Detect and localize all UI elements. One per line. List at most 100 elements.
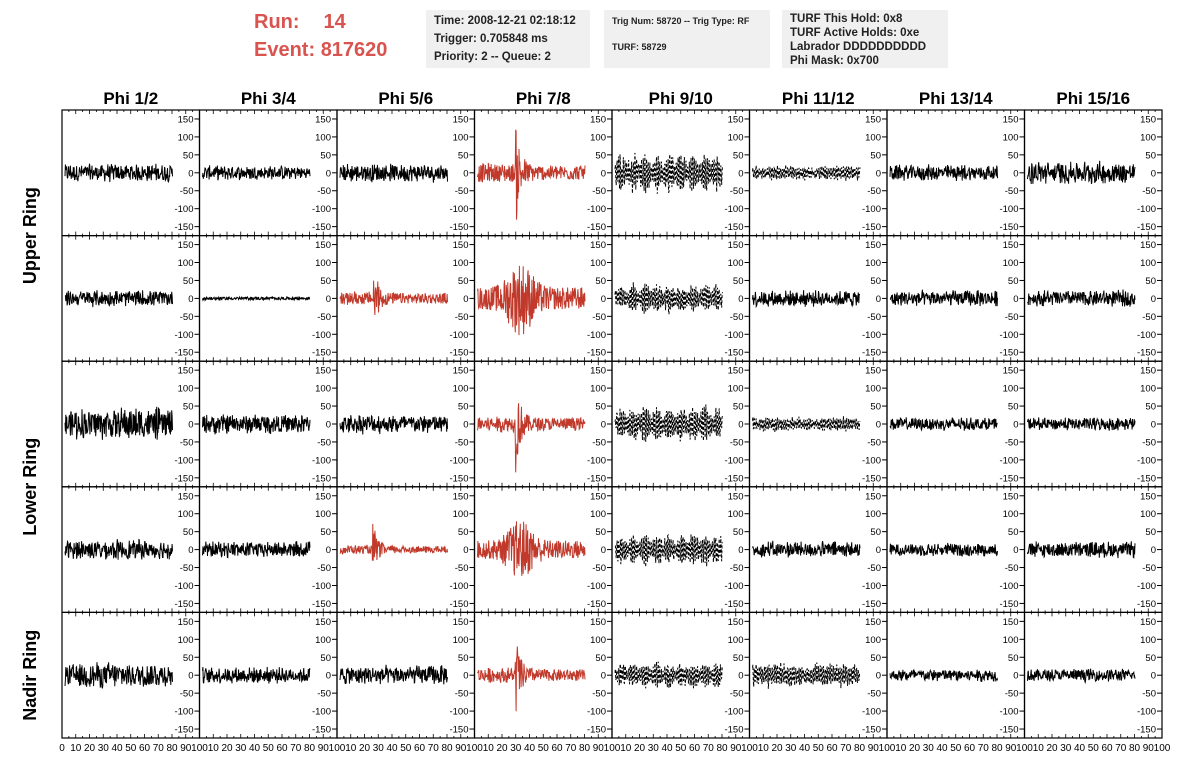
y-tick-label: 150: [865, 617, 881, 628]
waveform-panel: -150 -100 -50 0 50 100 150: [198, 109, 338, 237]
y-tick-label: -100: [449, 330, 468, 341]
y-tick-label: -50: [1142, 563, 1156, 574]
waveform-trace: [614, 533, 723, 568]
waveform-trace: [339, 280, 448, 316]
y-tick-label: 100: [178, 384, 194, 395]
y-tick-label: 50: [183, 527, 194, 538]
waveform-trace: [889, 542, 998, 557]
waveform-trace: [339, 414, 448, 435]
waveform-trace: [889, 417, 998, 432]
x-tick-label: 80: [166, 743, 178, 754]
y-tick-label: -50: [180, 689, 194, 700]
y-tick-label: 0: [738, 168, 743, 179]
waveform-trace: [752, 416, 861, 433]
y-tick-label: -100: [449, 455, 468, 466]
y-tick-label: 100: [178, 258, 194, 269]
y-tick-label: -50: [180, 186, 194, 197]
y-tick-label: -150: [724, 222, 743, 233]
x-tick-label: 10: [895, 743, 907, 754]
y-tick-label: 0: [1151, 168, 1156, 179]
y-tick-label: 0: [601, 420, 606, 431]
waveform-trace: [614, 404, 723, 442]
x-tick-label: 40: [799, 743, 811, 754]
y-tick-label: -100: [862, 707, 881, 718]
run-label: Run:: [254, 11, 300, 33]
y-tick-label: 100: [865, 258, 881, 269]
x-tick-label: 30: [235, 743, 247, 754]
waveform-panel: -150 -100 -50 0 50 100 150: [886, 235, 1026, 362]
y-tick-label: -100: [174, 330, 193, 341]
y-tick-label: 100: [453, 132, 469, 143]
waveform-panel: -150 -100 -50 0 50 100 150: [611, 611, 751, 739]
x-tick-label: 30: [510, 743, 522, 754]
y-tick-label: 150: [453, 240, 469, 251]
y-tick-label: -100: [174, 455, 193, 466]
y-tick-label: -150: [587, 725, 606, 736]
y-tick-label: 0: [876, 671, 881, 682]
y-tick-label: 50: [1008, 150, 1019, 161]
y-tick-label: 0: [601, 294, 606, 305]
y-tick-label: 50: [870, 276, 881, 287]
x-tick-label: 20: [771, 743, 783, 754]
y-tick-label: 150: [728, 491, 744, 502]
y-tick-label: -150: [724, 348, 743, 359]
column-header: Phi 5/6: [378, 89, 433, 108]
y-tick-label: 0: [1151, 294, 1156, 305]
y-tick-label: -50: [1005, 563, 1019, 574]
y-tick-label: -150: [174, 725, 193, 736]
turf-line: TURF: 58729: [612, 42, 667, 52]
row-label: Lower Ring: [20, 438, 40, 536]
y-tick-label: 50: [595, 653, 606, 664]
waveform-trace: [339, 523, 448, 561]
y-tick-label: -100: [312, 330, 331, 341]
y-tick-label: -50: [592, 689, 606, 700]
y-tick-label: -150: [862, 725, 881, 736]
waveform-trace: [752, 540, 861, 558]
y-tick-label: -100: [1137, 204, 1156, 215]
y-tick-label: -150: [587, 348, 606, 359]
waveform-trace: [477, 403, 586, 473]
y-tick-label: 50: [870, 402, 881, 413]
y-tick-label: 150: [590, 491, 606, 502]
y-tick-label: 0: [601, 671, 606, 682]
waveform-trace: [1027, 289, 1136, 307]
y-tick-label: 100: [1140, 132, 1156, 143]
y-tick-label: 0: [1013, 545, 1018, 556]
waveform-panel: -150 -100 -50 0 50 100 150: [473, 360, 613, 488]
y-tick-label: 150: [315, 114, 331, 125]
y-tick-label: 100: [590, 132, 606, 143]
waveform-panel: -150 -100 -50 0 50 100 150: [336, 109, 476, 237]
y-tick-label: -50: [455, 437, 469, 448]
waveform-panel: -150 -100 -50 0 50 100 150: [611, 109, 751, 237]
y-tick-label: 100: [453, 258, 469, 269]
waveform-trace: [889, 164, 998, 181]
y-tick-label: -50: [1142, 312, 1156, 323]
x-tick-label: 30: [98, 743, 110, 754]
y-tick-label: -150: [174, 473, 193, 484]
x-tick-label: 70: [428, 743, 440, 754]
y-tick-label: -150: [862, 222, 881, 233]
y-tick-label: 150: [728, 114, 744, 125]
x-tick-label: 70: [703, 743, 715, 754]
y-tick-label: 50: [870, 527, 881, 538]
waveform-panel: -150 -100 -50 0 50 100 150: [198, 611, 338, 739]
y-tick-label: -50: [867, 689, 881, 700]
y-tick-label: -100: [999, 707, 1018, 718]
y-tick-label: 100: [590, 258, 606, 269]
y-tick-label: -50: [180, 437, 194, 448]
y-tick-label: 100: [315, 384, 331, 395]
y-tick-label: 50: [458, 150, 469, 161]
x-tick-label: 80: [716, 743, 728, 754]
x-tick-label: 70: [153, 743, 165, 754]
y-tick-label: 50: [1008, 653, 1019, 664]
y-tick-label: 50: [870, 150, 881, 161]
y-tick-label: 100: [178, 132, 194, 143]
y-tick-label: 50: [1008, 276, 1019, 287]
y-tick-label: -150: [312, 725, 331, 736]
waveform-panel: -150 -100 -50 0 50 100 150: [336, 486, 476, 613]
y-tick-label: -50: [317, 186, 331, 197]
y-tick-label: -150: [862, 599, 881, 610]
y-tick-label: -50: [1142, 186, 1156, 197]
x-tick-label: 50: [1088, 743, 1100, 754]
